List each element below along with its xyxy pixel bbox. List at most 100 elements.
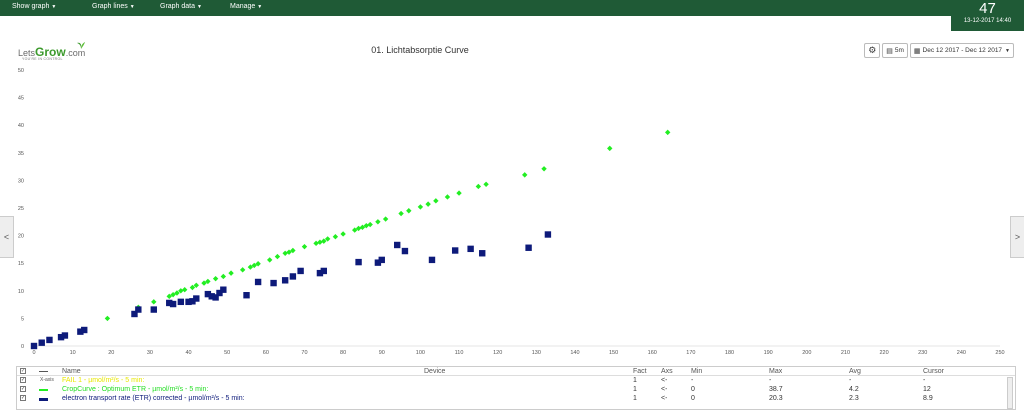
date-range-label: Dec 12 2017 - Dec 12 2017 <box>922 47 1003 54</box>
data-point-diamond <box>382 216 389 222</box>
data-point-diamond <box>239 267 246 273</box>
x-tick-label: 220 <box>879 350 888 356</box>
document-icon: ▤ <box>886 47 893 55</box>
data-point-square <box>355 258 362 266</box>
data-point-diamond <box>151 299 157 305</box>
data-point-diamond <box>228 270 234 276</box>
data-point-square <box>204 290 212 298</box>
data-point-square <box>77 328 84 335</box>
legend-row[interactable]: ✓ CropCurve : Optimum ETR - µmol/m²/s - … <box>17 385 1015 394</box>
data-point-square <box>297 267 304 275</box>
menu-manage[interactable]: Manage ▼ <box>230 3 262 10</box>
y-tick-label: 25 <box>18 206 24 212</box>
y-tick-label: 10 <box>18 289 24 295</box>
data-point-square <box>166 299 173 307</box>
data-point-square <box>208 293 215 300</box>
interval-button[interactable]: ▤ 5m <box>882 43 908 58</box>
menu-show-graph[interactable]: Show graph ▼ <box>12 3 56 10</box>
data-point-diamond <box>274 253 281 260</box>
series-axis[interactable]: <- <box>661 386 668 393</box>
data-point-square <box>467 245 474 253</box>
series-max: 38.7 <box>769 386 783 393</box>
y-tick-label: 30 <box>18 178 24 184</box>
data-point-diamond <box>267 257 273 263</box>
x-tick-label: 160 <box>648 350 657 356</box>
legend-table: ✓ Name Device Fact Axs Min Max Avg Curso… <box>16 366 1016 410</box>
previous-period-button[interactable]: < <box>0 216 14 258</box>
x-tick-label: 180 <box>725 350 734 356</box>
series-axis[interactable]: <- <box>661 377 668 384</box>
menu-graph-lines[interactable]: Graph lines ▼ <box>92 3 135 10</box>
series-checkbox[interactable]: ✓ <box>20 377 26 383</box>
data-point-diamond <box>352 227 358 233</box>
caret-down-icon: ▼ <box>129 4 135 10</box>
data-point-diamond <box>541 166 547 172</box>
x-tick-label: 90 <box>379 350 385 356</box>
menu-label: Show graph <box>12 3 50 10</box>
data-point-square <box>243 292 250 299</box>
data-point-square <box>30 342 38 350</box>
x-tick-label: 140 <box>570 350 579 356</box>
data-point-square <box>451 247 459 254</box>
x-tick-label: 190 <box>764 350 773 356</box>
legend-scrollbar[interactable] <box>1007 377 1013 409</box>
x-tick-label: 130 <box>532 350 541 356</box>
data-point-diamond <box>398 210 404 217</box>
x-tick-label: 250 <box>995 350 1004 356</box>
y-tick-label: 50 <box>18 68 24 74</box>
data-point-diamond <box>607 145 613 152</box>
series-cursor: 8.9 <box>923 395 933 402</box>
data-point-square <box>544 231 552 238</box>
data-point-square <box>150 306 157 313</box>
series-checkbox[interactable]: ✓ <box>20 386 26 392</box>
chart-toolbar: ⚙ ▤ 5m ▦ Dec 12 2017 - Dec 12 2017 ▼ <box>864 43 1014 58</box>
data-point-square <box>289 273 297 280</box>
legend-row[interactable]: ✓ electron transport rate (ETR) correcte… <box>17 394 1015 403</box>
data-point-square <box>38 339 45 346</box>
logo-tagline: YOU'RE IN CONTROL <box>22 57 63 61</box>
data-point-square <box>212 294 219 301</box>
clock-panel: 47 13-12-2017 14:40 <box>951 0 1024 31</box>
gear-icon: ⚙ <box>868 45 877 55</box>
series-avg: - <box>849 377 852 384</box>
series-checkbox[interactable]: ✓ <box>20 395 26 401</box>
settings-button[interactable]: ⚙ <box>864 43 881 58</box>
x-tick-label: 30 <box>147 350 153 356</box>
x-tick-label: 20 <box>108 350 114 356</box>
scatter-chart[interactable]: 0 5 10 15 20 25 30 35 40 45 50 0 10 20 30 40 50 60 70 80 90… <box>0 62 1024 364</box>
data-point-diamond <box>456 190 462 196</box>
legend-row[interactable]: ✓ X-axis FAIL 1 - µmol/m²/s - 5 min: 1 <… <box>17 376 1015 385</box>
header-fact: Fact <box>633 368 647 375</box>
series-min: - <box>691 377 694 384</box>
menu-graph-data[interactable]: Graph data ▼ <box>160 3 202 10</box>
date-range-picker[interactable]: ▦ Dec 12 2017 - Dec 12 2017 ▼ <box>909 43 1014 58</box>
data-points <box>30 129 671 350</box>
data-point-diamond <box>286 249 292 255</box>
header-min: Min <box>691 368 703 375</box>
data-point-diamond <box>475 183 482 190</box>
series-avg: 4.2 <box>849 386 859 393</box>
x-tick-label: 240 <box>957 350 966 356</box>
select-all-checkbox[interactable]: ✓ <box>20 368 26 374</box>
x-tick-label: 110 <box>455 350 464 356</box>
data-point-square <box>374 259 382 266</box>
y-tick-label: 0 <box>21 344 24 350</box>
x-tick-label: 120 <box>493 350 502 356</box>
data-point-diamond <box>220 273 227 280</box>
data-point-diamond <box>178 288 184 294</box>
data-point-square <box>254 278 262 286</box>
data-point-diamond <box>359 224 366 231</box>
series-name: CropCurve : Optimum ETR - µmol/m²/s - 5 … <box>62 386 209 393</box>
x-tick-label: 50 <box>224 350 230 356</box>
data-point-square <box>394 241 401 249</box>
data-point-diamond <box>664 129 671 136</box>
series-axis[interactable]: <- <box>661 395 668 402</box>
series-max: - <box>769 377 772 384</box>
data-point-diamond <box>317 239 323 245</box>
next-period-button[interactable]: > <box>1010 216 1024 258</box>
caret-down-icon: ▼ <box>257 4 263 10</box>
series-fact: 1 <box>633 395 637 402</box>
menu-label: Graph lines <box>92 3 128 10</box>
header-device: Device <box>424 368 446 375</box>
header-axs: Axs <box>661 368 673 375</box>
